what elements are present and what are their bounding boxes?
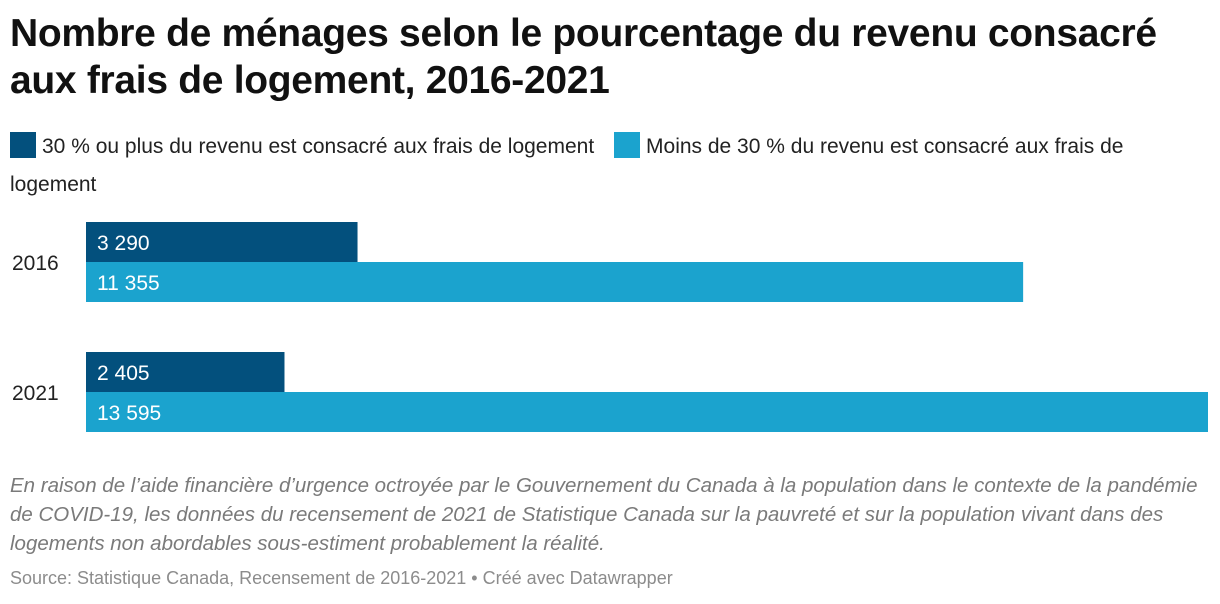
bar-value-label-2021-series-2: 13 595 <box>97 402 161 425</box>
bar-2021-series-2 <box>86 392 1208 432</box>
legend-item-series-2: Moins de 30 % du revenu est consacré aux… <box>10 132 1124 196</box>
bar-2016-series-2 <box>86 262 1024 302</box>
legend-item-series-1: 30 % ou plus du revenu est consacré aux … <box>10 132 595 158</box>
chart-legend: 30 % ou plus du revenu est consacré aux … <box>10 128 1210 204</box>
bar-value-label-2016-series-2: 11 355 <box>97 272 160 295</box>
legend-swatch-series-2 <box>614 132 641 158</box>
bar-2016-series-1 <box>86 222 358 262</box>
chart-source: Source: Statistique Canada, Recensement … <box>10 568 673 588</box>
category-label-2021: 2021 <box>12 382 59 405</box>
legend-label-series-2: Moins de 30 % du revenu est consacré aux… <box>10 135 1124 196</box>
chart-title: Nombre de ménages selon le pourcentage d… <box>10 12 1157 102</box>
legend-swatch-series-1 <box>10 132 36 158</box>
bar-value-label-2021-series-1: 2 405 <box>97 362 150 385</box>
legend-label-series-1: 30 % ou plus du revenu est consacré aux … <box>42 135 595 158</box>
chart-note: En raison de l’aide financière d’urgence… <box>10 474 1198 555</box>
bar-2021-series-1 <box>86 352 285 392</box>
category-label-2016: 2016 <box>12 252 59 275</box>
bar-value-label-2016-series-1: 3 290 <box>97 232 150 255</box>
